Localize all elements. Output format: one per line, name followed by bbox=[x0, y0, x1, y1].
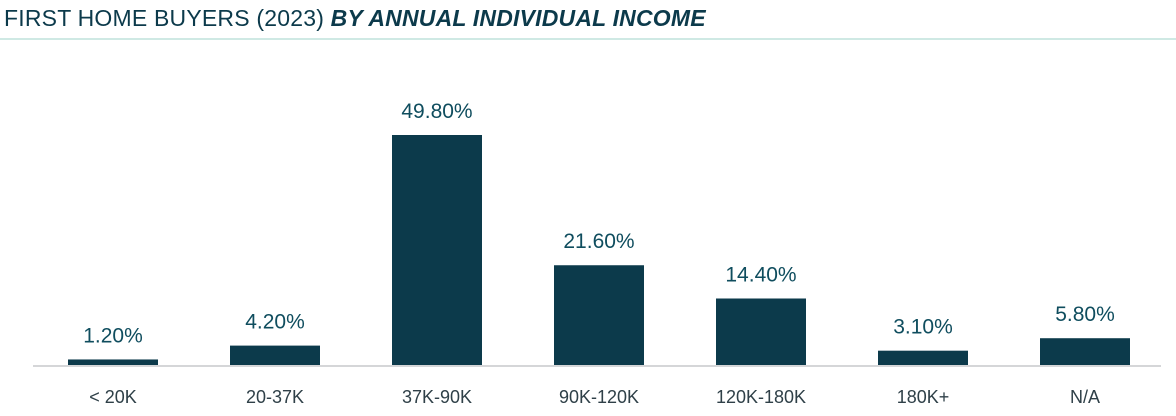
bar-180k bbox=[878, 350, 968, 365]
title-divider bbox=[0, 38, 1176, 40]
category-labels-group: < 20K 20-37K 37K-90K 90K-120K 120K-180K 180K+… bbox=[89, 387, 1100, 407]
value-label-20k: 1.20% bbox=[83, 324, 143, 347]
bar-120k-180k bbox=[716, 298, 806, 365]
category-label-20-37k: 20-37K bbox=[246, 387, 304, 407]
bar-90k-120k bbox=[554, 265, 644, 365]
category-label-180k: 180K+ bbox=[897, 387, 950, 407]
category-label-37k-90k: 37K-90K bbox=[402, 387, 472, 407]
value-label-90k-120k: 21.60% bbox=[563, 230, 634, 253]
bar-n-a bbox=[1040, 338, 1130, 365]
bar-20k bbox=[68, 359, 158, 365]
value-label-120k-180k: 14.40% bbox=[725, 263, 796, 286]
category-label-90k-120k: 90K-120K bbox=[559, 387, 639, 407]
value-label-180k: 3.10% bbox=[893, 316, 953, 339]
bar-37k-90k bbox=[392, 135, 482, 365]
value-label-37k-90k: 49.80% bbox=[401, 100, 472, 123]
bars-group bbox=[68, 135, 1130, 365]
category-label-n-a: N/A bbox=[1070, 387, 1100, 407]
value-labels-group: 1.20% 4.20% 49.80% 21.60% 14.40% 3.10% 5.80% bbox=[83, 100, 1115, 347]
chart-title-emphasis: BY ANNUAL INDIVIDUAL INCOME bbox=[330, 5, 706, 31]
value-label-20-37k: 4.20% bbox=[245, 311, 305, 334]
value-label-n-a: 5.80% bbox=[1055, 303, 1115, 326]
category-label-120k-180k: 120K-180K bbox=[716, 387, 806, 407]
bar-20-37k bbox=[230, 345, 320, 365]
chart-title-main: FIRST HOME BUYERS (2023) bbox=[4, 5, 325, 31]
chart-title: FIRST HOME BUYERS (2023) BY ANNUAL INDIV… bbox=[4, 4, 706, 32]
category-label-20k: < 20K bbox=[89, 387, 137, 407]
